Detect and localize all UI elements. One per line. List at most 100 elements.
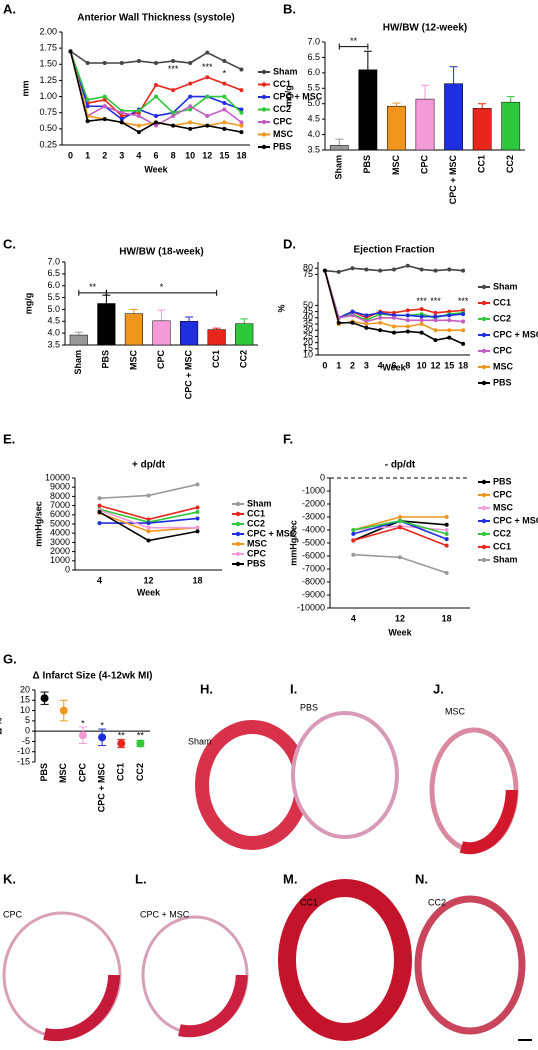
y-tick-label: 5.5	[47, 292, 60, 302]
y-tick-label: 6.0	[47, 280, 60, 290]
data-point	[119, 110, 124, 115]
y-tick-label: 30	[303, 325, 313, 335]
data-point	[419, 318, 424, 323]
y-axis-label: %	[276, 304, 286, 312]
data-point	[171, 110, 176, 115]
y-tick-label: 1.50	[39, 59, 57, 69]
bar	[97, 303, 116, 346]
legend-marker	[481, 544, 487, 550]
data-point	[398, 525, 402, 530]
x-tick-label: 0	[322, 360, 327, 370]
data-point	[85, 119, 90, 124]
y-tick-label: 2000	[50, 546, 70, 556]
x-tick-label: 15	[219, 150, 229, 160]
y-tick-label: 5	[25, 715, 30, 725]
significance: ***	[430, 296, 441, 306]
chart-title: Ejection Fraction	[353, 245, 434, 256]
x-tick-label: 1	[85, 150, 90, 160]
data-point	[444, 570, 449, 575]
data-point	[447, 328, 452, 333]
legend-label: MSC	[493, 361, 514, 371]
x-tick-label: CC1	[211, 350, 221, 368]
data-point	[405, 318, 410, 323]
legend-label: CPC	[247, 548, 267, 558]
data-point	[136, 739, 145, 748]
y-tick-label: 4.5	[47, 316, 60, 326]
data-point	[119, 60, 124, 65]
y-tick-label: 2.00	[39, 26, 57, 36]
legend-marker	[235, 501, 241, 507]
x-tick-label: CC1	[116, 763, 126, 781]
legend-marker	[481, 557, 487, 563]
legend-marker	[481, 300, 487, 306]
legend-marker	[481, 531, 487, 537]
y-tick-label: -1000	[302, 485, 325, 495]
legend-marker	[261, 119, 267, 125]
data-point	[444, 522, 449, 527]
x-tick-label: MSC	[58, 763, 68, 784]
data-point	[378, 328, 383, 333]
data-point	[146, 538, 151, 543]
legend-marker	[261, 144, 267, 150]
data-point	[102, 60, 107, 65]
data-point	[195, 516, 200, 521]
y-tick-label: 5.5	[307, 83, 320, 93]
data-point	[68, 49, 73, 54]
data-point	[350, 320, 355, 325]
image-label: CC2	[428, 897, 446, 907]
data-point	[119, 117, 124, 122]
panel-label: L.	[135, 871, 147, 886]
x-tick-label: 8	[171, 150, 176, 160]
y-tick-label: 0.50	[39, 123, 57, 133]
x-tick-label: 4	[97, 575, 102, 585]
x-tick-label: 12	[202, 150, 212, 160]
data-point	[205, 123, 210, 128]
image-label: CC1	[300, 897, 318, 907]
series-line	[69, 51, 243, 114]
y-tick-label: 40	[303, 312, 313, 322]
x-tick-label: PBS	[101, 350, 111, 369]
y-tick-label: 4000	[50, 528, 70, 538]
data-point	[392, 315, 396, 320]
x-tick-label: PBS	[39, 763, 49, 782]
data-point	[405, 329, 410, 334]
y-tick-label: 9000	[50, 482, 70, 492]
data-point	[154, 94, 158, 99]
data-point	[405, 263, 410, 268]
y-tick-label: -2000	[302, 498, 325, 508]
y-tick-label: -4000	[302, 524, 325, 534]
y-tick-label: 7.0	[307, 36, 320, 46]
legend-marker	[481, 348, 487, 354]
bar	[415, 98, 435, 151]
data-point	[322, 268, 327, 273]
legend-label: CPC + MSC	[493, 329, 538, 339]
data-point	[222, 120, 227, 125]
y-tick-label: 1000	[50, 555, 70, 565]
data-point	[222, 126, 227, 131]
legend-label: CPC + MSC	[247, 528, 297, 538]
data-point	[154, 82, 158, 87]
legend-label: CC1	[493, 297, 511, 307]
x-tick-label: MSC	[128, 350, 138, 371]
y-tick-label: 0	[320, 472, 325, 482]
data-point	[154, 120, 158, 125]
legend-marker	[235, 541, 241, 547]
data-point	[222, 101, 227, 106]
data-point	[102, 94, 107, 99]
legend-label: Sham	[493, 281, 518, 291]
data-point	[146, 529, 151, 534]
legend-marker	[261, 132, 267, 137]
tissue-section	[195, 720, 309, 850]
data-point	[392, 324, 396, 329]
y-tick-label: -6000	[302, 550, 325, 560]
data-point	[398, 515, 402, 519]
data-point	[405, 313, 410, 318]
y-tick-label: -3000	[302, 511, 325, 521]
data-point	[433, 268, 438, 273]
data-point	[364, 313, 369, 318]
y-tick-label: -7000	[302, 563, 325, 573]
x-tick-label: MSC	[391, 155, 401, 176]
legend-marker	[261, 82, 267, 87]
data-point	[146, 521, 151, 526]
